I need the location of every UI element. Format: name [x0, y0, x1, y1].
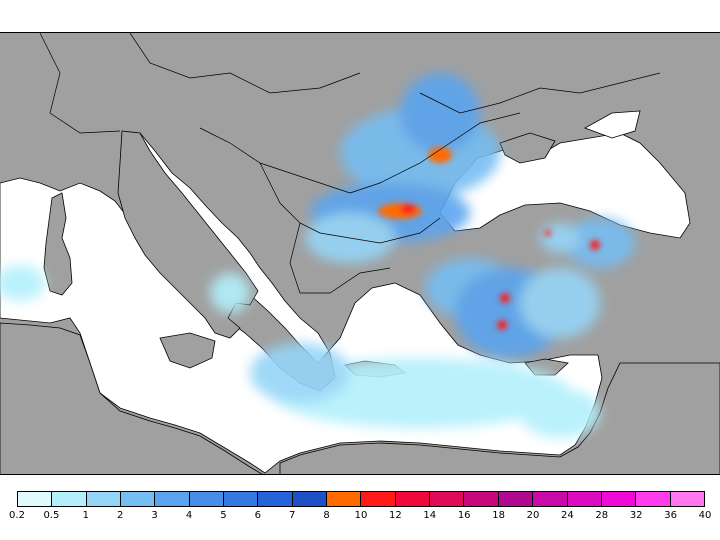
legend-swatch: [258, 492, 293, 506]
legend-swatch: [189, 492, 225, 506]
legend-swatch: [86, 492, 122, 506]
sardinia-land: [43, 192, 73, 296]
legend-tick-label: 32: [629, 510, 643, 521]
legend-swatch: [18, 492, 53, 506]
map-svg: [0, 33, 720, 474]
legend-swatch: [430, 492, 465, 506]
legend-swatch: [224, 492, 259, 506]
azov-sea: [584, 110, 641, 139]
color-legend: [17, 491, 705, 507]
legend-tick-label: 36: [664, 510, 677, 521]
legend-tick-label: 3: [151, 510, 158, 521]
legend-tick-label: 0.2: [9, 510, 25, 521]
legend-tick-label: 4: [185, 510, 193, 521]
legend-tick-label: 28: [595, 510, 609, 521]
legend-tick-label: 2: [117, 510, 124, 521]
legend-swatch: [155, 492, 190, 506]
legend-tick-label: 1: [82, 510, 89, 521]
legend-swatch: [395, 492, 431, 506]
north-africa-land: [0, 322, 263, 474]
sicily-land: [159, 332, 216, 369]
egypt-land: [279, 362, 720, 474]
legend-swatch: [567, 492, 602, 506]
precipitation-overlay: [0, 73, 635, 438]
legend-tick-label: 24: [561, 510, 574, 521]
legend-swatch: [327, 492, 362, 506]
legend-swatch: [533, 492, 568, 506]
legend-tick-label: 5: [220, 510, 227, 521]
legend-tick-label: 20: [526, 510, 540, 521]
legend-tick-label: 10: [354, 510, 368, 521]
legend-tick-label: 0.5: [43, 510, 60, 521]
legend-tick-label: 7: [289, 510, 296, 521]
legend-tick-label: 18: [492, 510, 505, 521]
legend-tick-label: 12: [389, 510, 402, 521]
legend-tick-label: 16: [457, 510, 471, 521]
legend-swatch: [121, 492, 156, 506]
crimea-land: [499, 132, 556, 164]
precipitation-map: [0, 32, 720, 475]
legend-tick-label: 6: [254, 510, 261, 521]
legend-swatch: [636, 492, 671, 506]
legend-swatch: [52, 492, 87, 506]
heavy-precip-overlay: [378, 147, 600, 330]
legend-swatch: [498, 492, 534, 506]
legend-tick-label: 8: [323, 510, 330, 521]
legend-tick-label: 14: [423, 510, 437, 521]
legend-swatch: [361, 492, 396, 506]
legend-swatch: [292, 492, 328, 506]
legend-swatch: [601, 492, 637, 506]
legend-tick-labels: 0.2 0.5 1 2 3 4 5 6 7 8 10 12 14 16 18 20 24 28 32 36 40: [0, 510, 720, 524]
legend-tick-label: 40: [698, 510, 712, 521]
legend-swatch: [464, 492, 499, 506]
country-borders: [39, 33, 661, 294]
legend-swatch: [670, 492, 704, 506]
